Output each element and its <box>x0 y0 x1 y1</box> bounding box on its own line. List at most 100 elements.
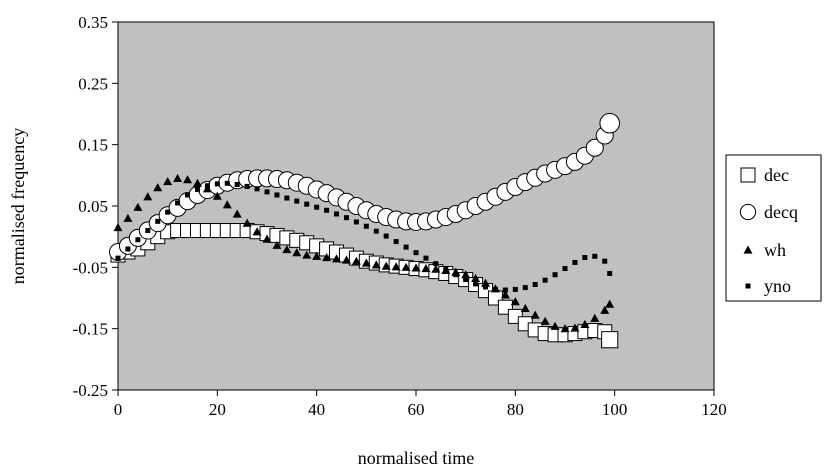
y-tick-label: -0.25 <box>73 381 108 400</box>
data-point-yno <box>294 198 300 204</box>
data-point-wh <box>411 263 421 272</box>
y-tick-label: 0.35 <box>78 13 108 32</box>
data-point-yno <box>502 287 508 293</box>
plot-area <box>117 21 715 391</box>
data-point-yno <box>463 277 469 283</box>
data-point-wh <box>262 234 272 243</box>
series-layer <box>109 112 620 349</box>
y-axis: -0.25 -0.15 -0.05 0.05 0.15 0.25 0.35 <box>73 13 118 400</box>
data-point-yno <box>383 233 389 239</box>
data-point-wh <box>580 319 590 328</box>
data-point-wh <box>242 218 252 227</box>
x-axis-title: normalised time <box>358 448 474 468</box>
data-point-yno <box>363 223 369 229</box>
x-tick-label: 40 <box>308 400 325 419</box>
data-point-yno <box>592 253 598 259</box>
data-point-yno <box>562 266 568 272</box>
data-point-wh <box>212 191 222 200</box>
series-wh <box>113 173 615 333</box>
data-point-wh <box>540 316 550 325</box>
data-point-yno <box>582 255 588 261</box>
data-point-wh <box>361 258 371 267</box>
data-point-wh <box>123 213 133 222</box>
data-point-wh <box>351 256 361 265</box>
data-point-yno <box>512 286 518 292</box>
legend-marker-yno <box>745 283 751 289</box>
legend-item-yno: yno <box>745 276 791 296</box>
legend-label: decq <box>764 202 798 222</box>
data-point-yno <box>264 189 270 195</box>
data-point-yno <box>185 192 191 198</box>
data-point-wh <box>550 321 560 330</box>
legend-item-dec: dec <box>740 165 789 185</box>
legend-item-wh: wh <box>743 240 786 260</box>
data-point-yno <box>304 201 310 207</box>
data-point-wh <box>471 273 481 282</box>
data-point-yno <box>492 286 498 292</box>
data-point-wh <box>500 290 510 299</box>
data-point-yno <box>115 255 121 261</box>
data-point-yno <box>542 277 548 283</box>
data-point-wh <box>173 173 183 182</box>
legend-item-decq: decq <box>739 202 798 222</box>
data-point-wh <box>600 305 610 314</box>
data-point-wh <box>570 323 580 332</box>
legend-label: yno <box>764 276 791 296</box>
data-point-wh <box>431 264 441 273</box>
data-point-wh <box>282 245 292 254</box>
legend: dec decq wh yno <box>739 165 798 296</box>
data-point-yno <box>155 218 161 224</box>
data-point-wh <box>461 270 471 279</box>
data-point-yno <box>522 285 528 291</box>
data-point-decq <box>585 138 604 157</box>
y-tick-label: -0.05 <box>73 258 108 277</box>
legend-marker-decq <box>739 203 757 221</box>
data-point-yno <box>204 183 210 189</box>
data-point-yno <box>145 228 151 234</box>
data-point-yno <box>483 284 489 290</box>
data-point-yno <box>572 259 578 265</box>
data-point-wh <box>143 192 153 201</box>
x-tick-label: 120 <box>701 400 727 419</box>
data-point-wh <box>421 264 431 273</box>
data-point-yno <box>473 281 479 287</box>
data-point-yno <box>453 272 459 278</box>
data-point-yno <box>334 211 340 217</box>
data-point-wh <box>371 260 381 269</box>
data-point-yno <box>224 180 230 186</box>
legend-marker-dec <box>740 167 756 183</box>
legend-label: wh <box>764 240 786 260</box>
x-tick-label: 20 <box>209 400 226 419</box>
data-point-yno <box>125 246 131 252</box>
data-point-wh <box>133 202 143 211</box>
data-point-wh <box>341 255 351 264</box>
y-tick-label: -0.15 <box>73 320 108 339</box>
data-point-yno <box>403 244 409 250</box>
data-point-wh <box>252 227 262 236</box>
data-point-wh <box>153 183 163 192</box>
data-point-decq <box>599 112 620 134</box>
data-point-yno <box>314 204 320 210</box>
data-point-wh <box>232 209 242 218</box>
y-tick-label: 0.15 <box>78 136 108 155</box>
y-tick-label: 0.25 <box>78 74 108 93</box>
data-point-yno <box>175 200 181 206</box>
y-tick-label: 0.05 <box>78 197 108 216</box>
data-point-wh <box>292 248 302 257</box>
data-point-yno <box>413 250 419 256</box>
data-point-yno <box>532 282 538 288</box>
legend-box <box>725 154 822 302</box>
data-point-wh <box>302 250 312 259</box>
data-point-wh <box>163 176 173 186</box>
data-point-yno <box>393 239 399 245</box>
data-point-wh <box>381 261 391 270</box>
data-point-yno <box>244 183 250 189</box>
data-point-wh <box>590 313 600 322</box>
data-point-wh <box>272 240 282 249</box>
data-point-yno <box>284 195 290 201</box>
data-point-yno <box>373 228 379 234</box>
x-tick-label: 0 <box>114 400 123 419</box>
data-point-yno <box>254 186 260 192</box>
data-point-yno <box>234 182 240 188</box>
